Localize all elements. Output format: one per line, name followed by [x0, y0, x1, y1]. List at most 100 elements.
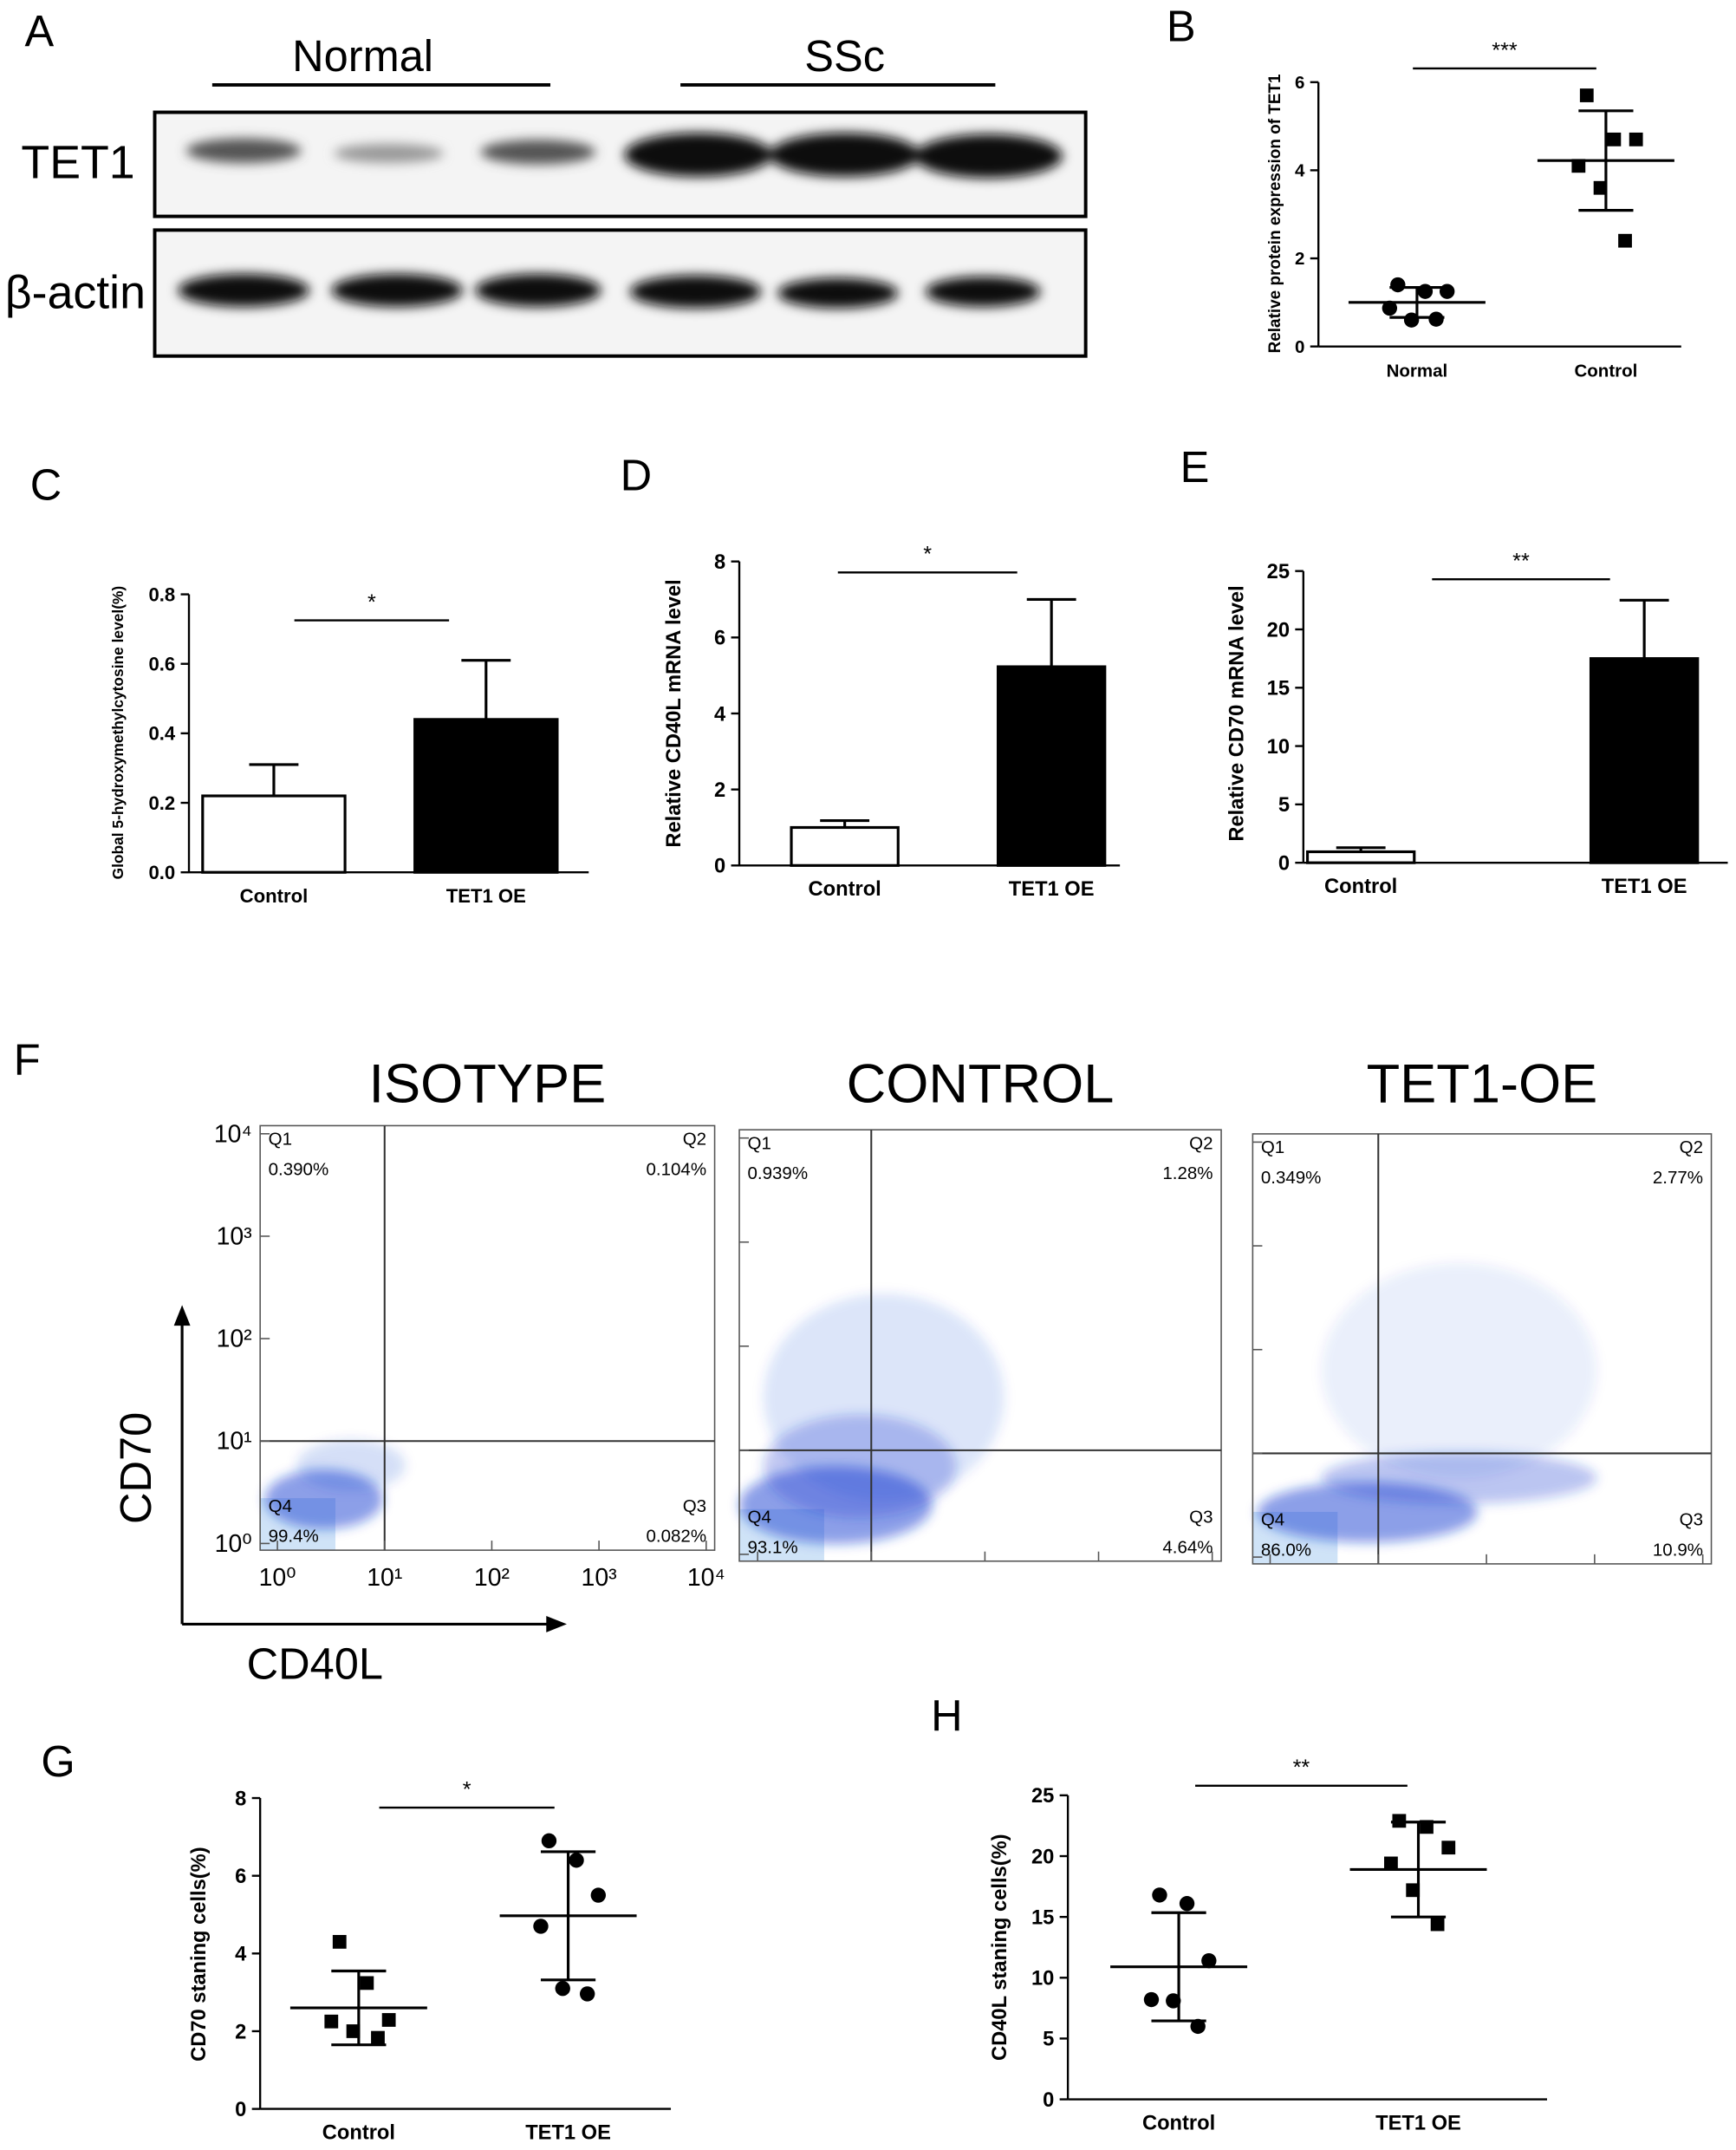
x-tick-label: Control — [1324, 876, 1397, 898]
blot-bands — [178, 133, 1063, 309]
y-tick-label: 0.0 — [148, 862, 175, 883]
data-point — [1143, 1991, 1160, 2008]
y-tick-label: 0 — [1043, 2089, 1054, 2112]
data-point — [1392, 1814, 1407, 1828]
panel-label: B — [1167, 1, 1196, 50]
data-point — [332, 1934, 347, 1949]
y-axis-label: Relative protein expression of TET1 — [1266, 74, 1284, 353]
quadrant-percent: 0.390% — [269, 1159, 329, 1179]
y-tick-label: 10² — [217, 1326, 252, 1353]
plot-title: ISOTYPE — [368, 1054, 606, 1115]
band — [777, 277, 899, 309]
y-tick-label: 0 — [1295, 337, 1304, 357]
significance-label: * — [367, 590, 376, 615]
y-axis-label: Relative CD40L mRNA level — [663, 579, 686, 847]
event-cloud — [1321, 1451, 1597, 1504]
data-point — [1166, 1993, 1181, 2009]
y-tick-label: 0.8 — [148, 583, 175, 605]
y-tick-label: 0.4 — [148, 723, 175, 745]
axis-label: CD70 — [111, 1412, 160, 1524]
plot-frame — [738, 1129, 1222, 1562]
data-point — [1417, 283, 1434, 299]
x-tick-label: Control — [1142, 2112, 1215, 2134]
data-point — [371, 2030, 385, 2045]
y-tick-label: 10 — [1267, 736, 1290, 759]
data-point — [1607, 132, 1622, 147]
y-tick-label: 5 — [1278, 794, 1290, 817]
y-tick-label: 8 — [714, 551, 725, 574]
data-point — [360, 1976, 374, 1990]
y-tick-label: 0.2 — [148, 792, 175, 814]
quadrant-name: Q4 — [269, 1496, 292, 1516]
y-tick-label: 2 — [235, 2021, 246, 2043]
data-point — [1420, 1820, 1434, 1834]
bar — [790, 825, 900, 867]
quadrant-percent: 86.0% — [1261, 1540, 1311, 1560]
significance-label: ** — [1512, 550, 1530, 574]
quadrant-percent: 93.1% — [747, 1537, 797, 1557]
data-point — [1629, 132, 1643, 147]
data-point — [1428, 311, 1444, 327]
plot-frame — [1252, 1133, 1713, 1565]
band — [925, 277, 1041, 307]
quadrant-percent: 1.28% — [1162, 1163, 1213, 1183]
x-tick-label: Control — [240, 885, 309, 907]
quadrant-percent: 0.082% — [647, 1527, 707, 1547]
data-point — [1406, 1883, 1421, 1898]
data-point — [1384, 1856, 1398, 1871]
y-tick-label: 6 — [235, 1866, 246, 1888]
band — [914, 134, 1063, 179]
panel-label: G — [41, 1736, 75, 1786]
x-tick-label: Control — [322, 2121, 395, 2144]
x-tick-label: Control — [809, 878, 881, 901]
y-tick-label: 20 — [1031, 1846, 1054, 1868]
x-tick-label: 10¹ — [367, 1564, 402, 1592]
data-point — [533, 1919, 549, 1934]
data-point — [1190, 2018, 1206, 2035]
blot-group-label: Normal — [292, 31, 433, 81]
quadrant-name: Q1 — [1261, 1137, 1284, 1157]
data-point — [1179, 1896, 1195, 1912]
y-tick-label: 5 — [1043, 2029, 1054, 2051]
bar — [1589, 657, 1700, 864]
plot-title: CONTROL — [847, 1054, 1115, 1115]
y-tick-label: 10⁴ — [214, 1120, 252, 1148]
y-tick-label: 25 — [1267, 561, 1290, 583]
y-axis-label: CD40L staning cells(%) — [989, 1834, 1011, 2061]
x-tick-label: Normal — [1387, 361, 1448, 381]
quadrant-percent: 99.4% — [269, 1527, 319, 1547]
y-tick-label: 0.6 — [148, 653, 175, 674]
band — [334, 143, 444, 163]
y-tick-label: 10³ — [217, 1222, 252, 1250]
significance-label: * — [923, 543, 932, 567]
y-axis-label: Global 5-hydroxymethylcytosine level(%) — [109, 586, 127, 880]
x-tick-label: TET1 OE — [1009, 878, 1095, 901]
data-point — [1593, 180, 1608, 195]
y-tick-label: 25 — [1031, 1785, 1054, 1808]
quadrant-percent: 0.349% — [1261, 1168, 1322, 1188]
data-point — [381, 2013, 396, 2027]
y-tick-label: 6 — [1295, 73, 1304, 93]
x-tick-label: TET1 OE — [1602, 876, 1687, 898]
panel-label: F — [14, 1035, 41, 1085]
y-tick-label: 8 — [235, 1788, 246, 1810]
quadrant-percent: 10.9% — [1653, 1540, 1703, 1560]
band — [331, 273, 463, 307]
band — [769, 133, 920, 177]
band — [475, 273, 601, 307]
data-point — [1571, 159, 1586, 173]
plot-title: TET1-OE — [1367, 1054, 1598, 1115]
event-cloud — [1321, 1262, 1597, 1478]
significance-label: * — [463, 1777, 471, 1801]
data-point — [1430, 1917, 1445, 1932]
y-axis-label: CD70 staning cells(%) — [188, 1847, 211, 2061]
data-point — [1403, 312, 1420, 328]
y-tick-label: 2 — [714, 779, 725, 802]
quadrant-name: Q1 — [269, 1130, 292, 1150]
band — [624, 133, 772, 177]
axis-label: CD40L — [247, 1639, 383, 1689]
data-point — [1390, 277, 1406, 293]
event-cloud — [296, 1439, 406, 1491]
data-point — [541, 1833, 557, 1849]
